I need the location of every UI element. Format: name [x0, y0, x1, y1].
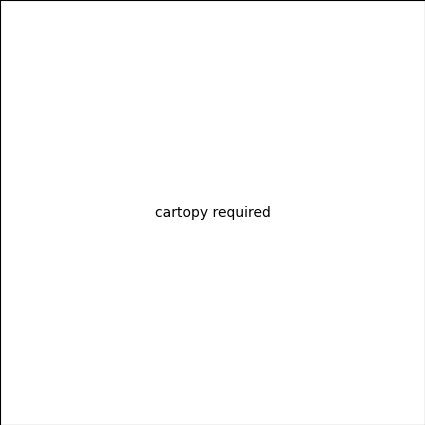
Text: cartopy required: cartopy required — [155, 206, 270, 219]
